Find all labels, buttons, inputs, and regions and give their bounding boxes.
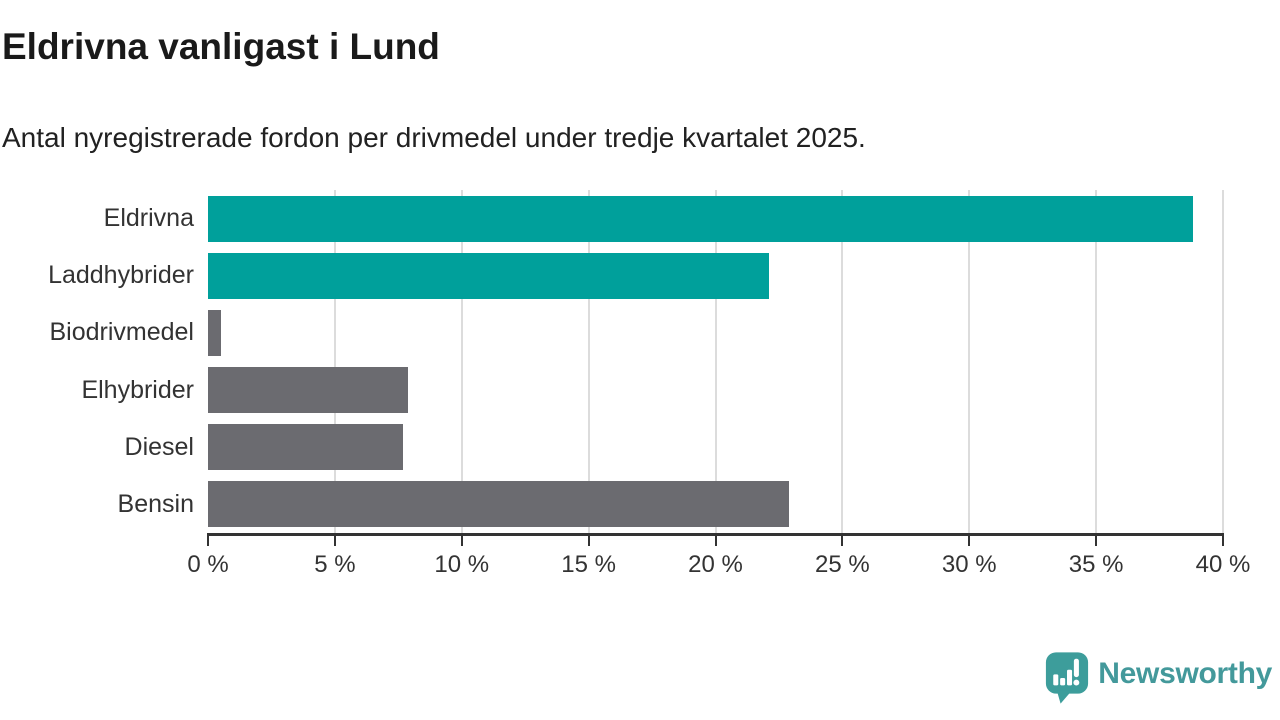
x-tick-label-10: 10 %: [434, 551, 490, 578]
x-tick-0: [207, 535, 209, 546]
bar-eldrivna: [208, 195, 1193, 242]
x-tick-10: [460, 535, 463, 546]
x-tick-40: [1222, 535, 1224, 546]
gridline-10: [460, 190, 463, 533]
gridline-20: [714, 190, 717, 533]
x-tick-35: [1095, 535, 1098, 546]
category-label-laddhybrider: Laddhybrider: [48, 261, 194, 290]
bar-chart: Eldrivna Laddhybrider Biodrivmedel Elhybrid…: [48, 190, 1251, 578]
category-label-bensin: Bensin: [117, 489, 194, 518]
gridline-5: [333, 190, 336, 533]
bar-elhybrider: [208, 367, 408, 414]
logo-exclamation-icon: [1074, 658, 1080, 678]
x-tick-label-30: 30 %: [941, 551, 997, 578]
gridline-35: [1095, 190, 1098, 533]
chart-subtitle: Antal nyregistrerade fordon per drivmede…: [2, 122, 866, 153]
bar-bensin: [208, 481, 789, 528]
x-tick-label-35: 35 %: [1068, 551, 1124, 578]
x-tick-label-20: 20 %: [688, 551, 743, 578]
logo-bar-2-icon: [1060, 678, 1066, 686]
newsworthy-logo-icon: [1046, 652, 1089, 704]
x-tick-5: [333, 535, 336, 546]
x-tick-label-15: 15 %: [561, 551, 616, 578]
x-tick-label-0: 0 %: [187, 551, 229, 578]
gridline-25: [841, 190, 844, 533]
category-label-elhybrider: Elhybrider: [81, 375, 194, 404]
x-tick-30: [968, 535, 971, 546]
category-label-eldrivna: Eldrivna: [103, 204, 194, 233]
x-tick-20: [714, 535, 717, 546]
gridline-40: [1222, 190, 1224, 533]
x-tick-25: [841, 535, 844, 546]
x-tick-label-40: 40 %: [1195, 551, 1251, 578]
gridline-30: [968, 190, 971, 533]
newsworthy-logo: Newsworthy: [1045, 652, 1272, 704]
category-label-biodrivmedel: Biodrivmedel: [49, 318, 194, 347]
category-label-diesel: Diesel: [124, 432, 194, 461]
x-axis-line: [207, 533, 1224, 536]
logo-bar-3-icon: [1067, 669, 1073, 686]
page-title: Eldrivna vanligast i Lund: [2, 26, 440, 67]
x-tick-label-25: 25 %: [815, 551, 870, 578]
x-tick-15: [587, 535, 590, 546]
x-tick-label-5: 5 %: [314, 551, 356, 578]
newsworthy-logo-text: Newsworthy: [1098, 657, 1272, 690]
bar-laddhybrider: [208, 252, 769, 299]
bar-diesel: [208, 424, 403, 471]
bar-biodrivmedel: [208, 309, 221, 356]
gridline-15: [587, 190, 590, 533]
plot-area: [208, 190, 1224, 533]
logo-bar-1-icon: [1053, 674, 1059, 686]
